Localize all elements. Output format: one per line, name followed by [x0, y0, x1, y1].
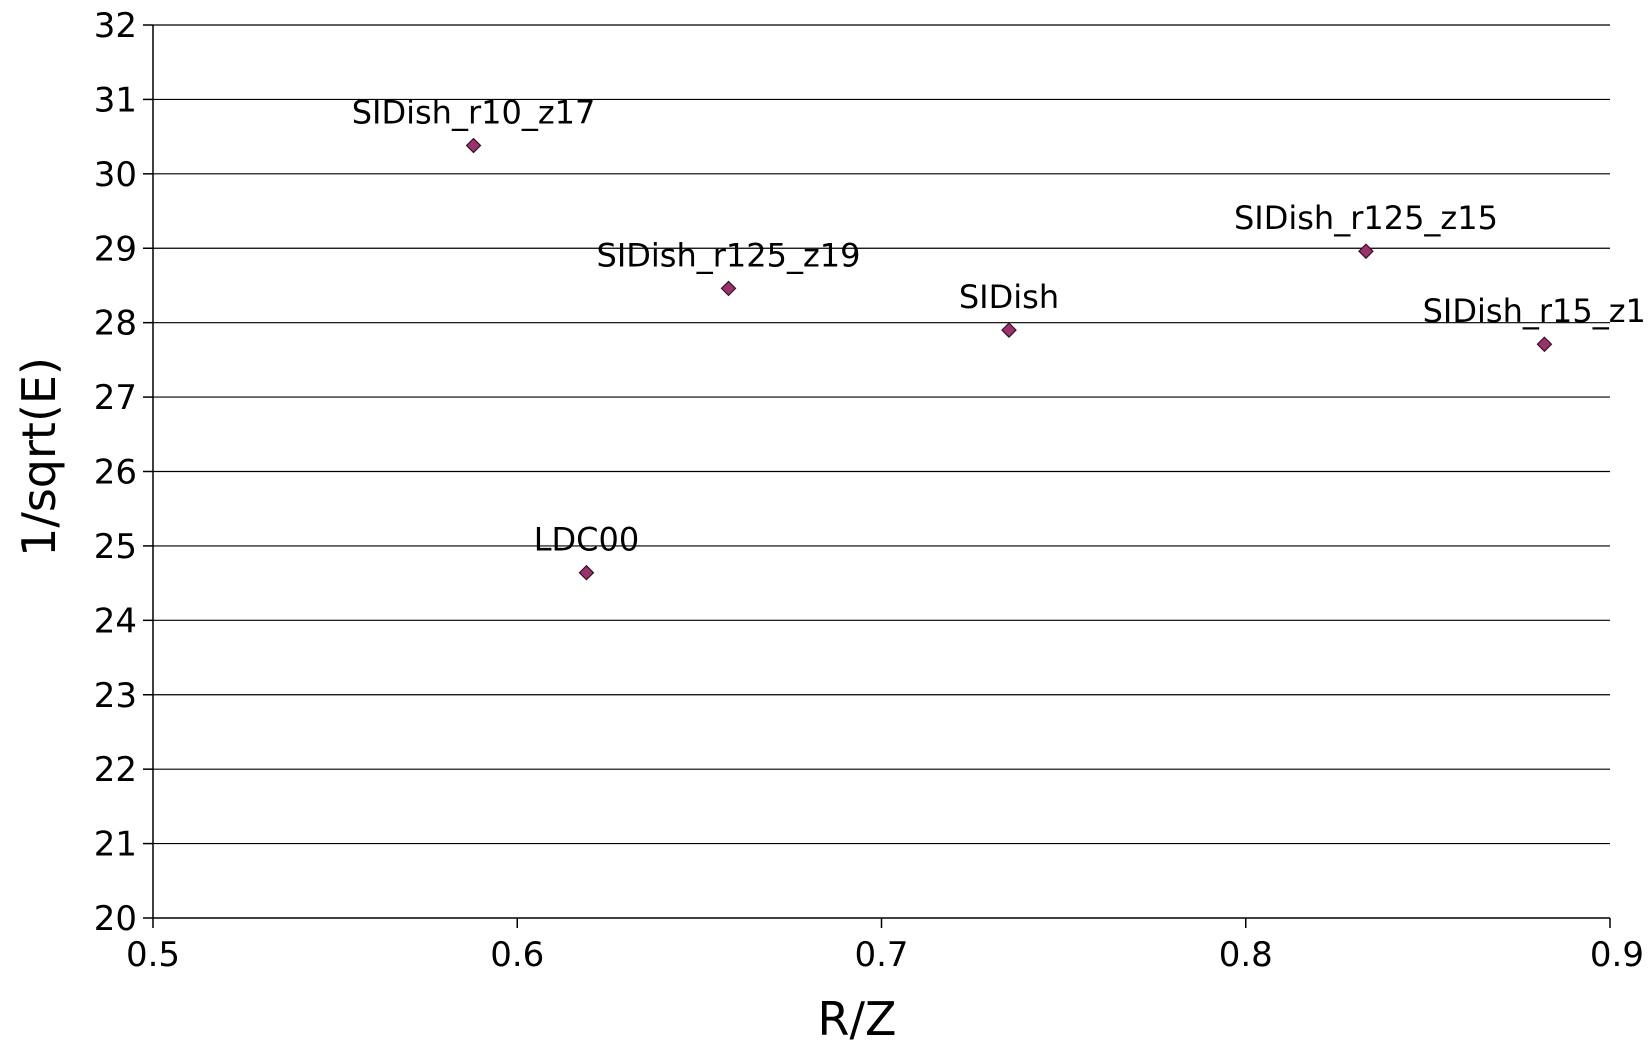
- y-tick-label: 32: [94, 6, 137, 46]
- axes: 20 21 22 23 24 25 26 27 28 29 30 31 32 0.5 0.6 0.7 0.8 0.…: [94, 6, 1644, 975]
- data-point-marker: [720, 280, 737, 297]
- y-tick-label: 21: [94, 825, 137, 865]
- y-tick-label: 27: [94, 378, 137, 418]
- y-tick-label: 23: [94, 676, 137, 716]
- x-tick-label: 0.8: [1219, 935, 1273, 975]
- x-tick-label: 0.6: [490, 935, 544, 975]
- data-point-marker: [1358, 243, 1374, 260]
- x-axis-title: R/Z: [818, 992, 897, 1046]
- y-tick-label: 28: [94, 304, 137, 344]
- data-point-label: SIDish: [959, 278, 1059, 316]
- y-tick-label: 30: [94, 155, 137, 195]
- y-tick-label: 31: [94, 80, 137, 120]
- data-point-marker: [465, 137, 482, 154]
- x-tick-label: 0.7: [854, 935, 908, 975]
- data-point-label: SIDish_r10_z17: [352, 94, 596, 132]
- y-tick-label: 26: [94, 453, 137, 493]
- data-point-marker: [1001, 322, 1017, 338]
- data-point-label: SIDish_r125_z15: [1234, 199, 1498, 237]
- y-tick-label: 22: [94, 750, 137, 790]
- y-axis-title: 1/sqrt(E): [12, 357, 66, 557]
- x-tick-label: 0.9: [1590, 935, 1644, 975]
- y-tick-label: 25: [94, 527, 137, 567]
- data-point-label: SIDish_r125_z19: [597, 236, 861, 274]
- data-point-label: LDC00: [534, 521, 640, 559]
- y-tick-label: 29: [94, 229, 137, 269]
- x-tick-label: 0.5: [126, 935, 180, 975]
- y-tick-label: 24: [94, 601, 137, 641]
- y-tick-label: 20: [94, 899, 137, 939]
- data-point-marker: [1536, 336, 1553, 353]
- data-point-marker: [578, 564, 595, 581]
- gridlines: [153, 24, 1610, 845]
- data-point-label: SIDish_r15_z17: [1423, 292, 1648, 330]
- data-points: SIDish_r10_z17 LDC00 SIDish_r125_z19 SIDish…: [352, 94, 1648, 581]
